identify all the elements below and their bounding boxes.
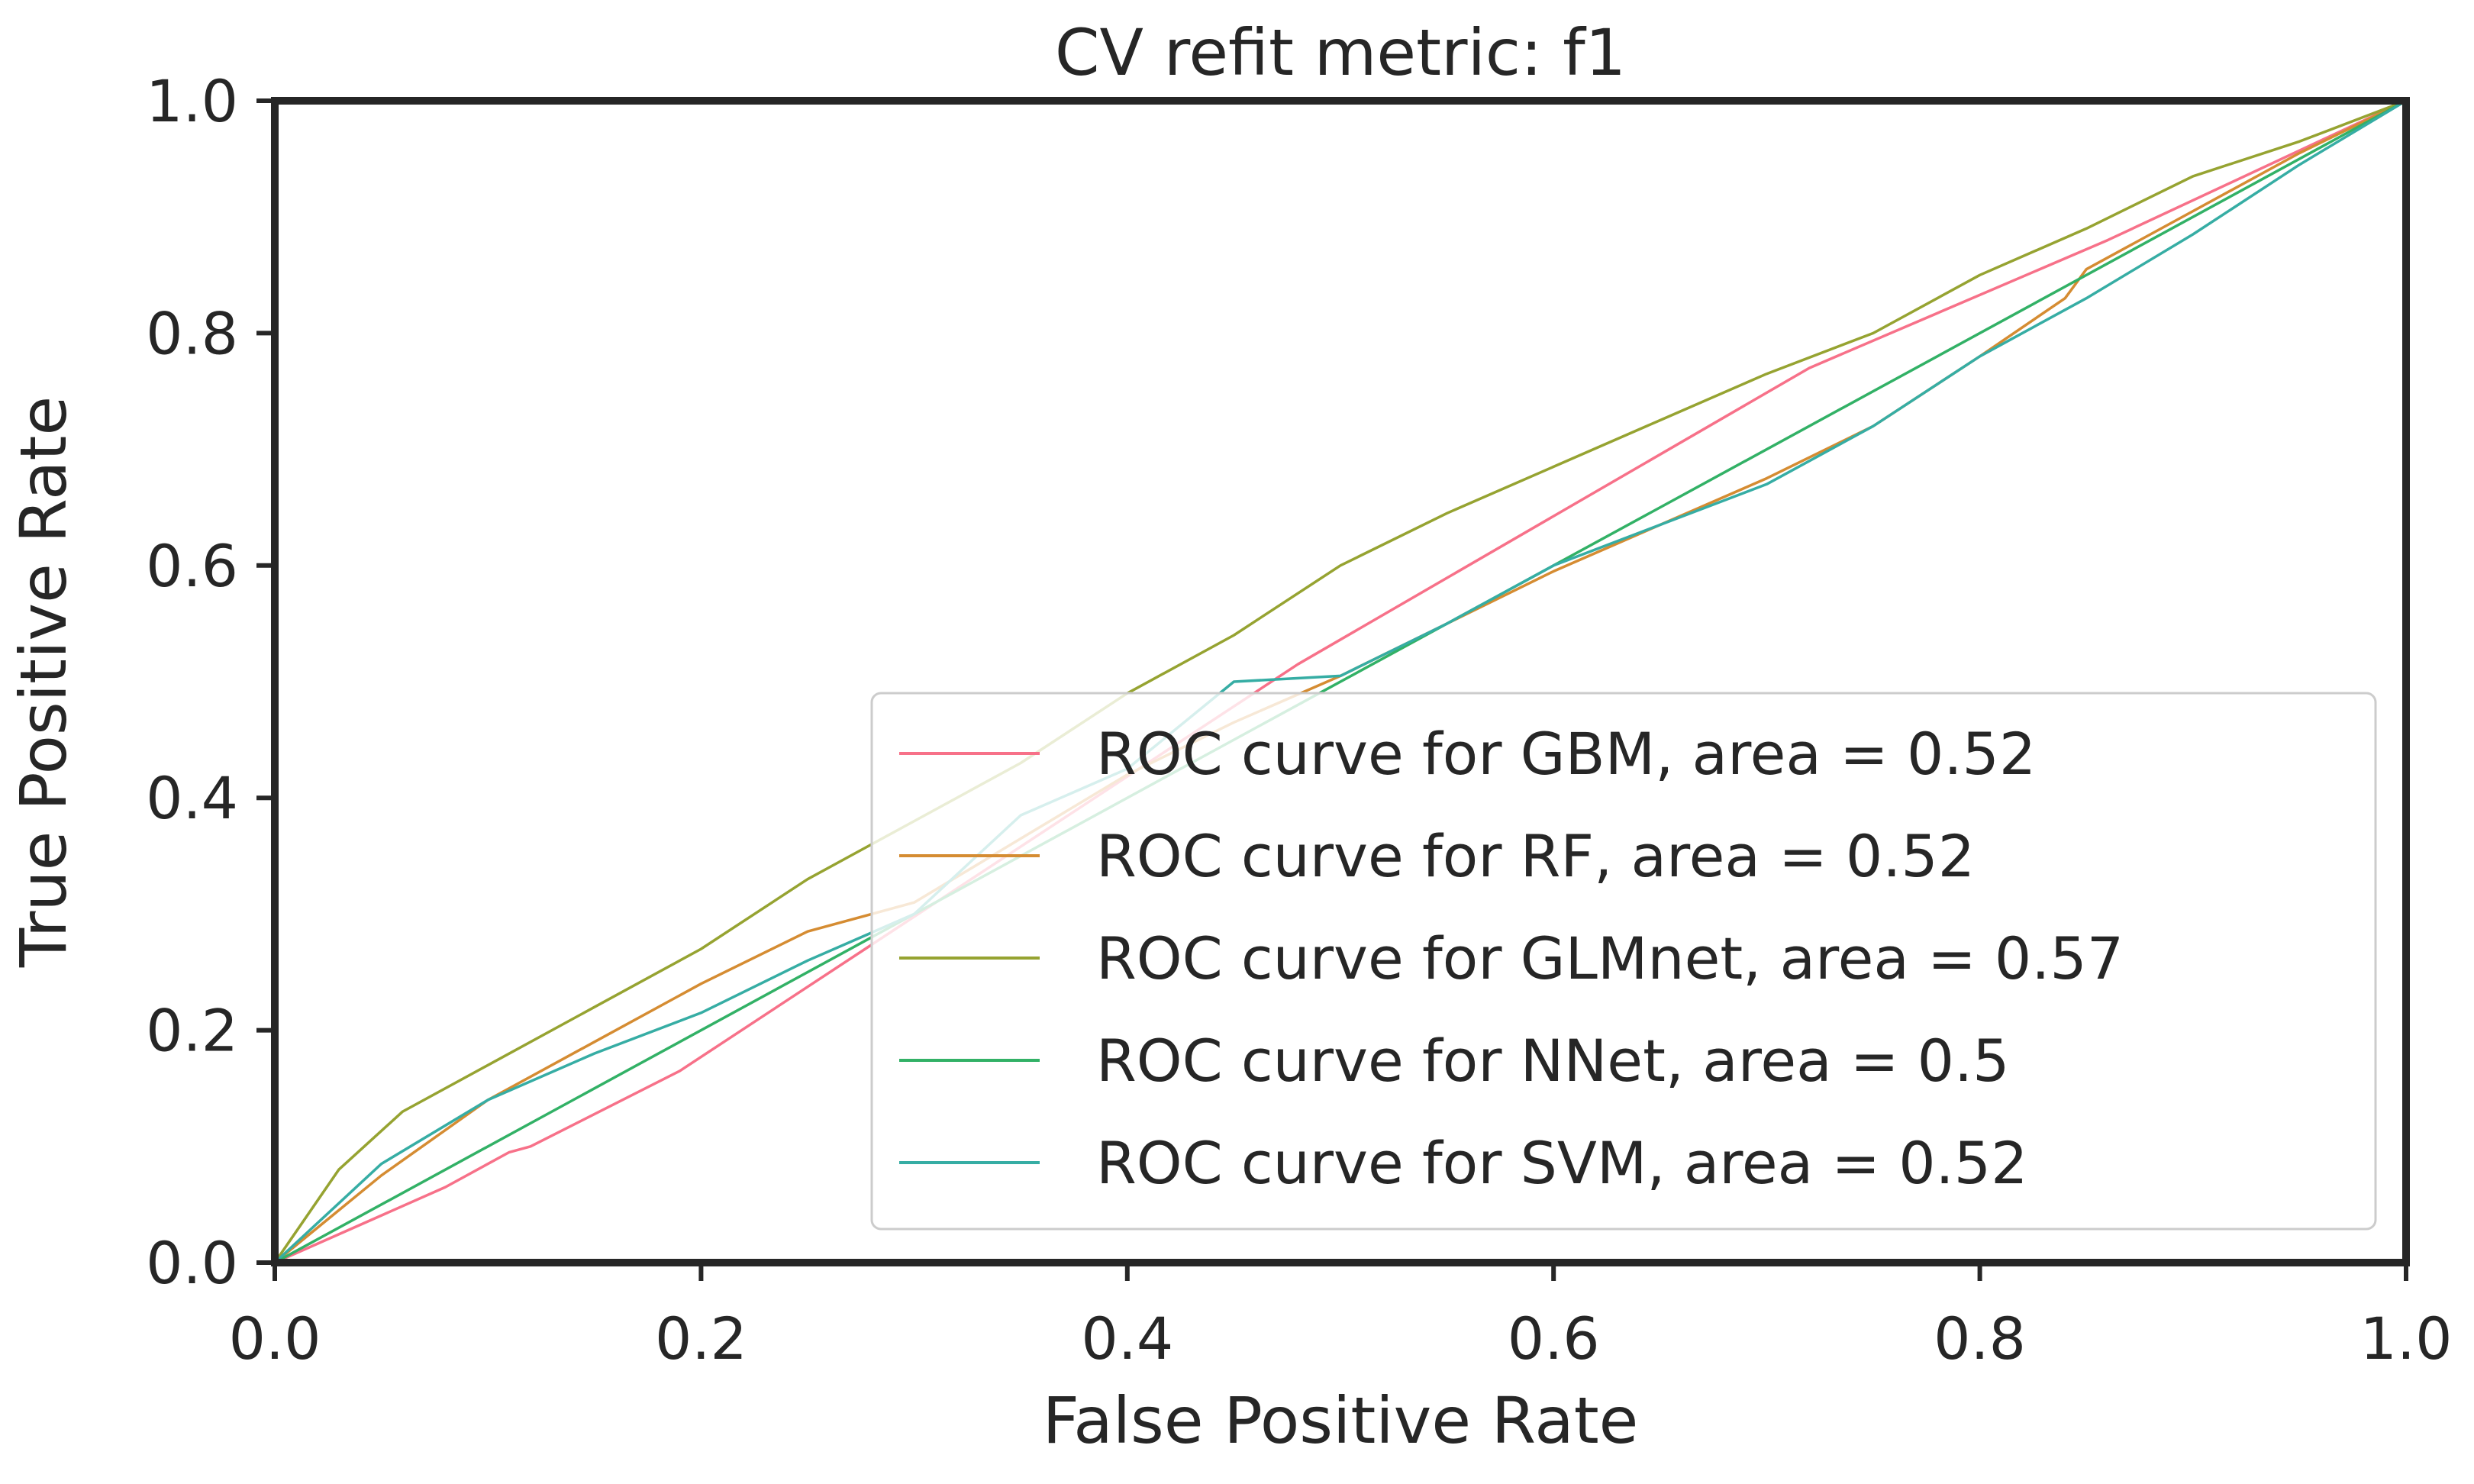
x-axis-title: False Positive Rate: [1043, 1383, 1639, 1458]
series-line-3: [274, 99, 2407, 1264]
y-tick-label: 0.2: [146, 997, 238, 1065]
chart-title: CV refit metric: f1: [1055, 15, 1626, 90]
series-line-4: [273, 99, 2407, 1264]
legend: ROC curve for GBM, area = 0.52 ROC curve …: [870, 692, 2377, 1231]
x-tick-label: 0.8: [1934, 1305, 2026, 1373]
legend-label-1: ROC curve for RF, area = 0.52: [1096, 822, 1975, 890]
y-axis-title: True Positive Rate: [6, 396, 81, 968]
y-tick-label: 0.6: [146, 532, 238, 600]
x-tick-label: 0.6: [1508, 1305, 1600, 1373]
x-tick-label: 0.4: [1081, 1305, 1173, 1373]
x-axis: 0.0 0.2 0.4 0.6 0.8 1.0: [229, 1263, 2453, 1373]
series-line-2: [273, 99, 2407, 1263]
y-tick-label: 1.0: [146, 67, 238, 135]
x-tick-label: 0.0: [229, 1305, 321, 1373]
legend-box: [870, 692, 2377, 1231]
x-tick-label: 0.2: [655, 1305, 747, 1373]
y-tick-label: 0.4: [146, 764, 238, 832]
series-layer: [273, 99, 2407, 1264]
y-tick-label: 0.8: [146, 299, 238, 367]
series-line-0: [274, 99, 2407, 1264]
y-tick-label: 0.0: [146, 1229, 238, 1297]
x-tick-label: 1.0: [2360, 1305, 2453, 1373]
plot-frame: [271, 97, 2410, 1266]
legend-label-0: ROC curve for GBM, area = 0.52: [1096, 720, 2036, 788]
y-axis: 0.0 0.2 0.4 0.6 0.8 1.0: [146, 67, 275, 1297]
legend-label-4: ROC curve for SVM, area = 0.52: [1096, 1129, 2027, 1197]
legend-label-2: ROC curve for GLMnet, area = 0.57: [1096, 924, 2124, 992]
legend-label-3: ROC curve for NNet, area = 0.5: [1096, 1027, 2010, 1095]
